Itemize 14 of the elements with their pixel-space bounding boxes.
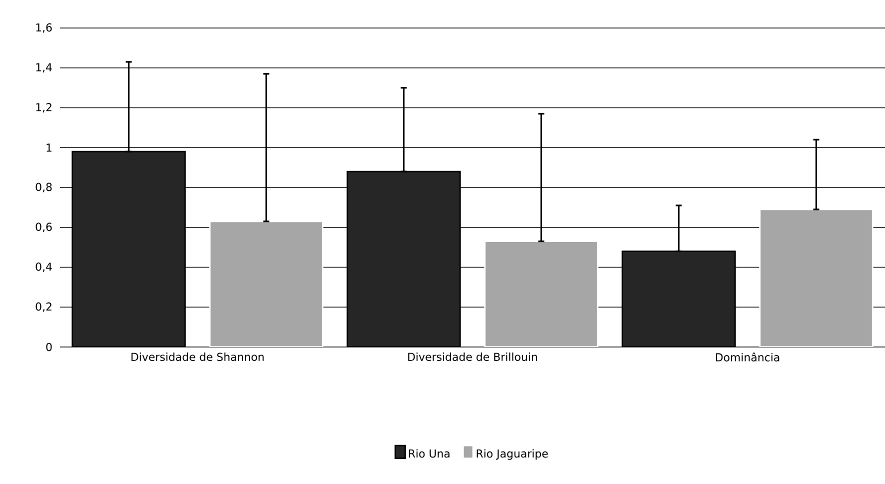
y-tick-label: 1,6	[36, 23, 52, 33]
y-tick-label: 0,8	[36, 182, 52, 192]
x-tick-label: Diversidade de Shannon	[131, 352, 264, 361]
y-tick-label: 0,6	[36, 222, 52, 232]
y-tick-label: 1,4	[36, 63, 52, 72]
y-tick-label: 0	[46, 342, 52, 352]
x-tick-label: Diversidade de Brillouin	[408, 352, 537, 361]
legend-label: Rio Una	[408, 449, 450, 458]
y-tick-label: 1	[46, 144, 52, 152]
x-tick-label: Dominância	[716, 352, 780, 362]
legend-label: Rio Jaguaripe	[476, 449, 548, 460]
y-tick-label: 1,2	[36, 103, 52, 112]
y-tick-label: 0,2	[36, 302, 52, 312]
y-tick-label: 0,4	[36, 262, 52, 272]
